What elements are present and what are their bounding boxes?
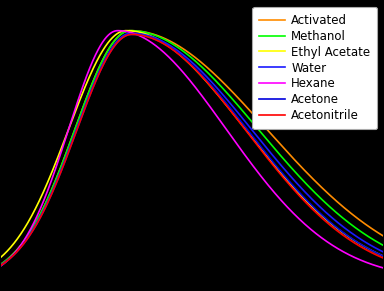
Ethyl Acetate [0,255,3,259]
Hexane [184,74,189,78]
Acetone [0,263,3,267]
Acetone [129,33,134,36]
Methanol [128,29,133,32]
Methanol [173,44,177,47]
Hexane [115,29,120,32]
Acetone [184,58,189,62]
Activated [0,262,3,266]
Activated [184,49,189,53]
Line: Acetonitrile: Acetonitrile [0,34,384,275]
Water [129,31,134,35]
Methanol [184,52,189,55]
Water [173,47,177,51]
Legend: Activated, Methanol, Ethyl Acetate, Water, Hexane, Acetone, Acetonitrile: Activated, Methanol, Ethyl Acetate, Wate… [252,7,377,129]
Ethyl Acetate [184,59,189,63]
Hexane [312,230,317,234]
Acetonitrile [129,33,134,36]
Line: Activated: Activated [0,31,384,274]
Acetone [312,206,317,210]
Line: Water: Water [0,33,384,275]
Water [312,200,317,203]
Ethyl Acetate [124,29,129,32]
Line: Acetone: Acetone [0,34,384,275]
Acetone [173,49,177,53]
Acetonitrile [0,263,3,267]
Acetonitrile [173,50,177,53]
Line: Ethyl Acetate: Ethyl Acetate [0,31,384,271]
Hexane [0,264,3,267]
Water [0,263,3,267]
Ethyl Acetate [312,207,317,211]
Hexane [173,62,177,65]
Methanol [312,190,317,194]
Water [184,56,189,59]
Activated [312,179,317,182]
Methanol [0,262,3,266]
Line: Methanol: Methanol [0,31,384,274]
Ethyl Acetate [173,49,177,53]
Acetonitrile [312,209,317,213]
Line: Hexane: Hexane [0,31,384,276]
Acetonitrile [184,59,189,63]
Activated [173,42,177,45]
Activated [128,29,133,32]
